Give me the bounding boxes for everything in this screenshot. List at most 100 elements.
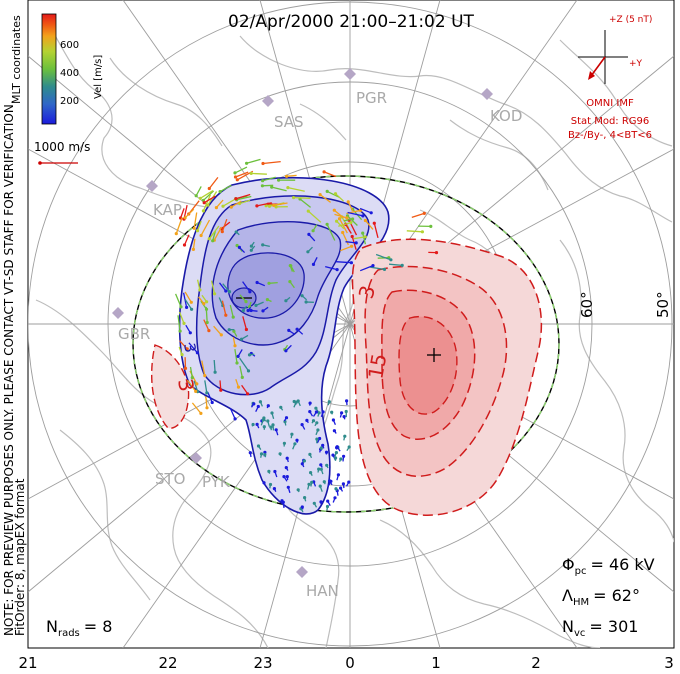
velocity-vector-origin xyxy=(311,262,316,266)
velocity-vector xyxy=(210,280,216,294)
velocity-vector-origin xyxy=(205,300,209,304)
velocity-vector xyxy=(326,190,340,198)
velocity-vector xyxy=(359,264,374,272)
velocity-vector-origin xyxy=(349,221,353,225)
velocity-vector-origin xyxy=(234,197,238,201)
velocity-vector-origin xyxy=(239,337,244,341)
velocity-vector xyxy=(221,300,227,316)
velocity-vector xyxy=(345,224,352,234)
velocity-vector xyxy=(230,200,242,208)
velocity-vector-origin xyxy=(264,204,268,208)
station-markers xyxy=(112,68,493,578)
velocity-vector-origin xyxy=(325,222,329,226)
velocity-vector-origin xyxy=(382,267,387,271)
velocity-vector-origin xyxy=(210,400,214,405)
velocity-vector-origin xyxy=(318,484,322,488)
velocity-vector-origin xyxy=(284,299,288,303)
velocity-vector-origin xyxy=(261,243,265,247)
velocity-vector-origin xyxy=(213,292,217,296)
velocity-vector-origin xyxy=(300,462,304,466)
velocity-vector-origin xyxy=(258,400,262,404)
velocity-vector-origin xyxy=(194,389,198,393)
velocity-vector-origin xyxy=(354,241,358,245)
velocity-vector xyxy=(205,396,208,408)
scale-label: 1000 m/s xyxy=(34,140,90,154)
velocity-vector xyxy=(177,315,181,332)
velocity-vector-origin xyxy=(249,248,253,252)
velocity-vector xyxy=(334,213,347,219)
velocity-vector xyxy=(175,217,183,234)
velocity-vector-origin xyxy=(272,487,276,491)
lat-label-60: 60° xyxy=(578,291,596,318)
velocity-vector xyxy=(370,266,385,271)
velocity-vector-origin xyxy=(195,351,199,355)
velocity-vector-origin xyxy=(308,401,312,405)
velocity-vector-origin xyxy=(219,388,223,392)
velocity-vector-origin xyxy=(288,264,292,268)
velocity-vector xyxy=(212,230,217,241)
velocity-vector-origin xyxy=(292,399,296,404)
velocity-vector-origin xyxy=(319,463,323,467)
velocity-vector-origin xyxy=(334,487,338,491)
velocity-vector-origin xyxy=(268,482,273,487)
velocity-vector xyxy=(199,190,214,199)
velocity-vector xyxy=(364,220,374,230)
velocity-vector xyxy=(202,194,211,212)
mlt-label-1: 1 xyxy=(431,654,441,672)
velocity-vector-origin xyxy=(273,469,277,474)
velocity-vector xyxy=(229,408,236,420)
velocity-vector xyxy=(191,402,202,414)
velocity-vector-origin xyxy=(261,179,265,183)
coords-label: MLT coordinates xyxy=(10,15,23,104)
velocity-vector-origin xyxy=(205,391,209,395)
velocity-vector-origin xyxy=(205,406,209,410)
velocity-vector-origin xyxy=(292,196,296,200)
velocity-vector xyxy=(213,226,223,241)
velocity-vector xyxy=(359,207,372,214)
velocity-vector-origin xyxy=(267,469,271,473)
velocity-vector-origin xyxy=(211,239,215,243)
velocity-vector-origin xyxy=(254,303,258,307)
velocity-vector xyxy=(221,218,228,232)
velocity-vector-origin xyxy=(191,247,195,251)
velocity-vector-origin xyxy=(261,309,265,313)
velocity-vector-origin xyxy=(282,441,286,445)
velocity-vector xyxy=(271,186,287,192)
velocity-vector-origin xyxy=(314,410,318,414)
mlt-label-0: 0 xyxy=(345,654,355,672)
velocity-vector xyxy=(342,232,349,246)
velocity-vector xyxy=(335,261,352,264)
velocity-vector-origin xyxy=(317,411,321,415)
velocity-vector-origin xyxy=(246,369,251,373)
velocity-vector xyxy=(319,194,331,203)
velocity-vector xyxy=(195,186,202,197)
velocity-vector-origin xyxy=(327,400,331,404)
velocity-vector-origin xyxy=(322,480,326,484)
velocity-vector xyxy=(193,380,199,392)
velocity-vector-origin xyxy=(422,211,426,215)
velocity-vector-origin xyxy=(303,496,307,500)
velocity-vector-origin xyxy=(182,321,186,325)
velocity-vector-origin xyxy=(198,196,202,200)
velocity-vector-origin xyxy=(306,209,310,213)
velocity-vector-origin xyxy=(317,467,321,471)
velocity-vector xyxy=(375,253,392,261)
mlt-label-22: 22 xyxy=(158,654,177,672)
contour-label-15: 15 xyxy=(363,352,391,381)
velocity-vector xyxy=(273,202,288,207)
velocity-vector-origin xyxy=(227,290,232,294)
velocity-vector-origin xyxy=(285,475,289,479)
velocity-vector-origin xyxy=(251,422,255,427)
velocity-vector xyxy=(336,220,345,230)
velocity-vector-origin xyxy=(363,218,367,223)
velocity-vector-origin xyxy=(207,237,211,241)
velocity-vector-origin xyxy=(319,446,323,450)
velocity-vector xyxy=(184,208,195,219)
velocity-vector-origin xyxy=(332,208,336,212)
velocity-vector-origin xyxy=(188,331,192,335)
velocity-vector-origin xyxy=(307,232,311,236)
velocity-scale: 1000 m/s xyxy=(34,140,90,165)
velocity-vector xyxy=(262,160,281,165)
velocity-vector-origin xyxy=(240,375,244,379)
velocity-vector-origin xyxy=(296,399,300,403)
